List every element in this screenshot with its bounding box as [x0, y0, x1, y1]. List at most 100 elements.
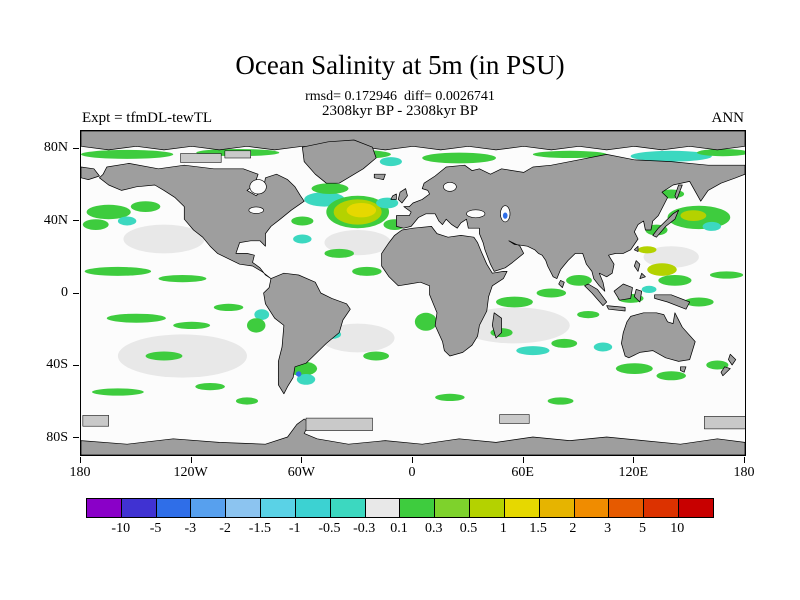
anomaly-region	[641, 285, 657, 293]
anomaly-region	[697, 149, 745, 157]
lat-tick-label: 40N	[43, 212, 68, 228]
anomaly-region	[709, 271, 744, 279]
anomaly-region	[352, 266, 382, 276]
anomaly-region	[422, 152, 496, 164]
anomaly-region	[577, 311, 600, 319]
anomaly-region	[566, 275, 592, 286]
anomaly-region	[195, 383, 225, 391]
anomaly-region	[296, 374, 316, 385]
anomaly-region	[706, 360, 729, 370]
colorbar-segment	[538, 499, 574, 517]
colorbar-tick-label: -0.5	[318, 521, 341, 536]
sea-ice-patch	[704, 416, 745, 430]
anomaly-region	[293, 234, 312, 244]
colorbar-tick-label: 3	[604, 521, 612, 536]
new-zealand-south	[720, 366, 731, 377]
plot-title: Ocean Salinity at 5m (in PSU)	[235, 50, 565, 80]
lon-tick-label: 60W	[287, 465, 315, 480]
colorbar-labels: -10 -5 -3 -2 -1.5 -1 -0.5 -0.3 0.1 0.3 0.5 1 1.5 2 3 5 1…	[86, 521, 714, 539]
colorbar-tick-label: -1	[288, 521, 301, 536]
anomaly-region	[82, 219, 109, 230]
colorbar-segment	[608, 499, 644, 517]
anomaly-region	[376, 197, 399, 209]
colorbar-segment	[155, 499, 191, 517]
colorbar-segment	[260, 499, 295, 517]
anomaly-region	[84, 266, 152, 276]
lat-tick-mark	[73, 220, 79, 222]
anomaly-region	[516, 346, 550, 356]
sumatra	[584, 283, 608, 306]
colorbar-segment	[434, 499, 470, 517]
colorbar-tick-label: -3	[184, 521, 197, 536]
anomaly-region	[379, 157, 402, 167]
anomaly-region	[295, 371, 302, 377]
lat-tick-mark	[73, 292, 79, 294]
anomaly-region	[593, 342, 613, 352]
colorbar-segment	[120, 499, 156, 517]
great-lakes	[248, 206, 264, 214]
colorbar-segment	[469, 499, 504, 517]
colorbar-tick-label: -0.3	[353, 521, 376, 536]
anomaly-region	[106, 313, 166, 323]
anomaly-region	[414, 312, 437, 331]
colorbar-segment	[294, 499, 330, 517]
latitude-axis: 80N 40N 0 40S 80S	[0, 130, 79, 456]
sea-ice-layer	[82, 150, 745, 431]
anomaly-region	[658, 275, 692, 286]
australia	[621, 312, 696, 362]
anomaly-region	[630, 150, 712, 162]
lon-tick-label: 180	[733, 465, 755, 480]
madagascar	[491, 312, 502, 339]
anomaly-region	[656, 371, 686, 381]
borneo	[613, 283, 633, 301]
iceland	[373, 173, 386, 180]
chukotka-wrap	[81, 166, 100, 180]
tasmania	[680, 366, 687, 373]
anomaly-region	[235, 397, 259, 405]
colorbar-tick-label: -10	[111, 521, 131, 536]
japan	[652, 209, 679, 238]
philippines-south	[639, 272, 646, 279]
greenland	[301, 139, 377, 184]
lon-tick-mark	[301, 457, 303, 463]
new-zealand-north	[728, 353, 737, 366]
anomaly-region	[547, 397, 574, 405]
anomaly-region	[435, 393, 465, 401]
land-layer	[81, 131, 745, 455]
lat-tick-mark	[73, 437, 79, 439]
anomaly-region	[680, 210, 707, 221]
anomaly-region	[702, 221, 722, 231]
colorbar-tick-label: 2	[569, 521, 577, 536]
colorbar-segment	[678, 499, 713, 517]
lon-tick-mark	[80, 457, 81, 463]
colorbar-tick-label: -5	[149, 521, 162, 536]
lon-tick-label: 180	[69, 465, 91, 480]
lon-tick-mark	[412, 457, 413, 463]
lon-tick-label: 60E	[511, 465, 534, 480]
colorbar-segment	[573, 499, 609, 517]
lon-tick-label: 0	[408, 465, 416, 480]
sea-ice-patch	[82, 415, 109, 427]
anomaly-overlay-layer	[502, 212, 508, 219]
colorbar-segment	[190, 499, 226, 517]
colorbar-tick-label: 0.5	[459, 521, 478, 536]
anomaly-region	[86, 204, 131, 220]
anomaly-region	[363, 351, 390, 361]
anomaly-region	[254, 309, 270, 320]
anomaly-region	[615, 363, 653, 374]
lat-tick-label: 0	[61, 285, 68, 300]
colorbar-tick-label: 1.5	[529, 521, 547, 536]
lon-tick-mark	[744, 457, 745, 463]
sea-ice-patch	[499, 414, 530, 424]
lon-tick-label: 120W	[173, 465, 208, 480]
colorbar-tick-label: 0.3	[425, 521, 443, 536]
south-america	[263, 272, 351, 395]
hudson-bay	[249, 179, 267, 195]
anomaly-region	[551, 338, 578, 348]
britain	[397, 188, 408, 204]
anomaly-region	[324, 248, 354, 258]
java	[606, 305, 626, 312]
colorbar-segment	[87, 499, 121, 517]
ireland	[390, 193, 397, 200]
